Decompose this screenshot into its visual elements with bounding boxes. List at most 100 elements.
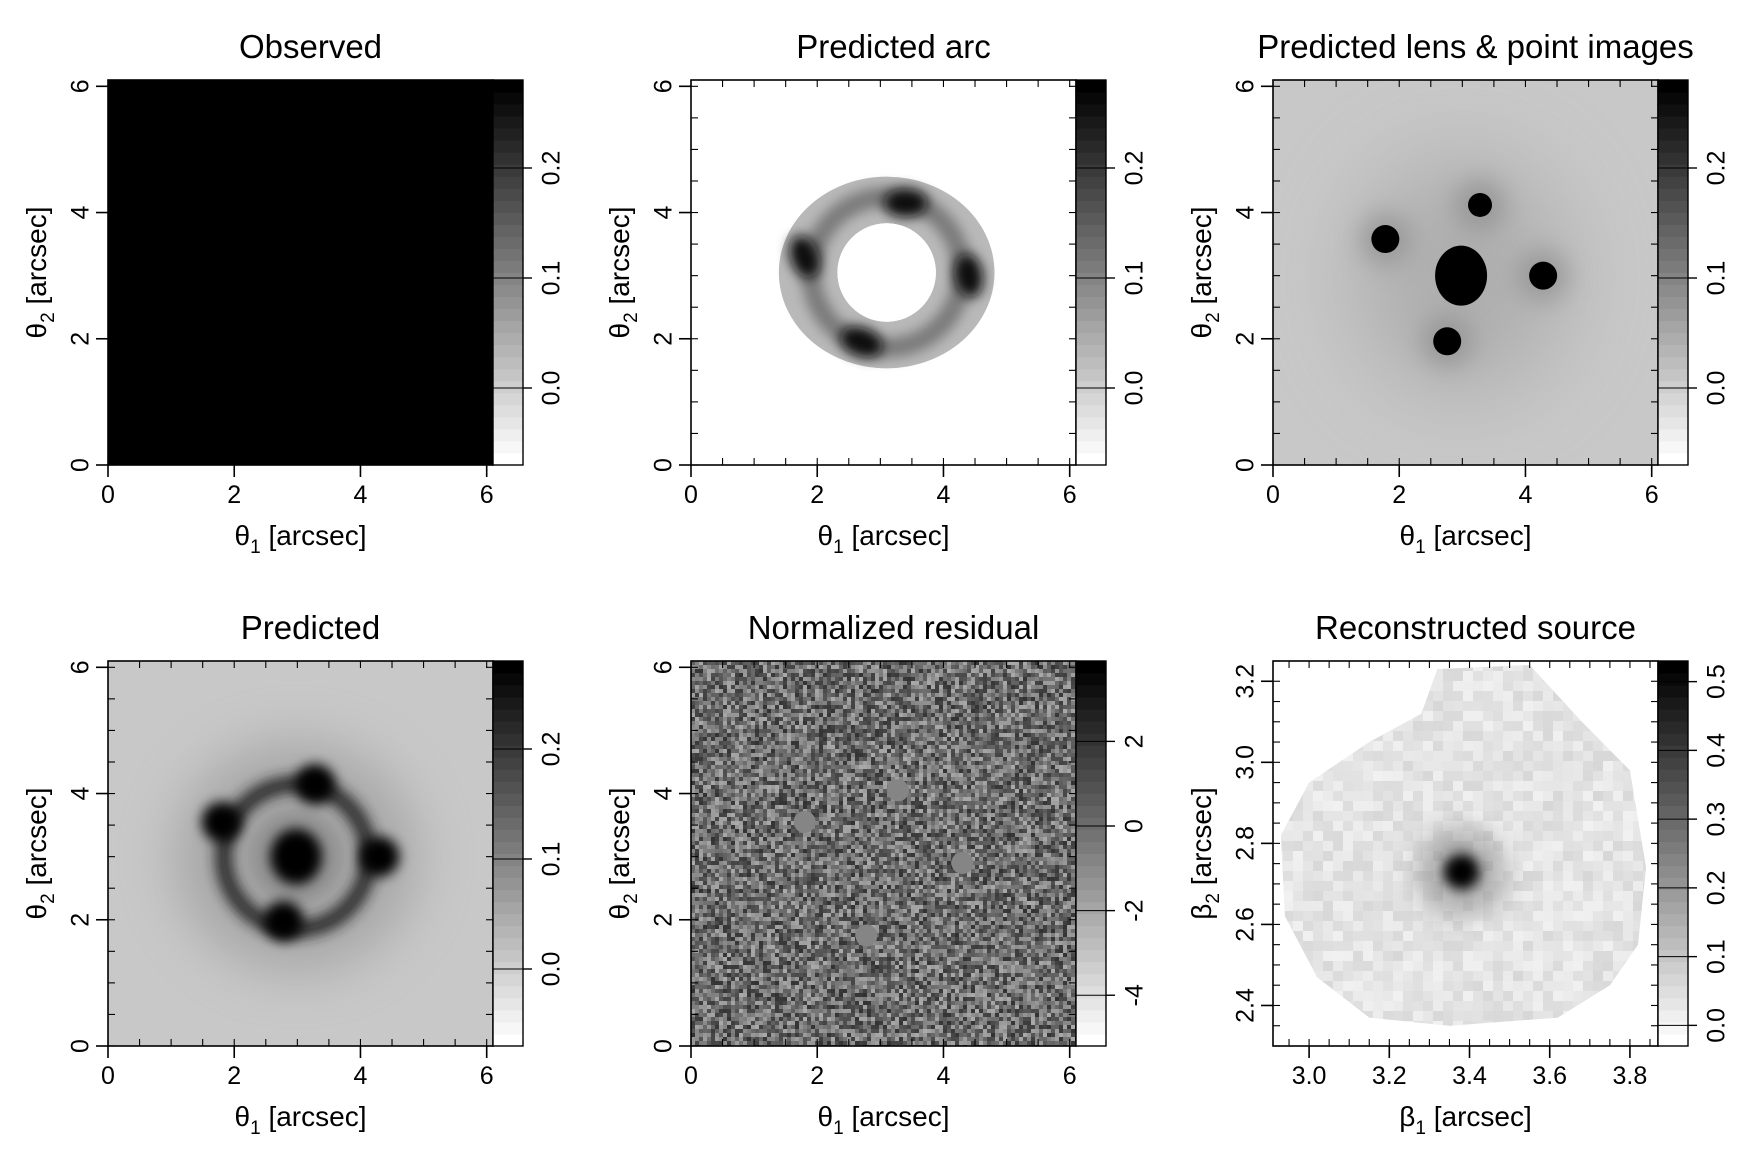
x-tick-label: 3.2	[1372, 1062, 1407, 1090]
colorbar-tick-label: -2	[1121, 899, 1149, 921]
colorbar-tick-label: 0.3	[1703, 802, 1731, 837]
arc-hole	[837, 223, 936, 322]
y-axis-label: θ2 [arcsec]	[21, 207, 59, 339]
colorbar-tick-label: 0.5	[1703, 664, 1731, 699]
colorbar-tick-label: 0.1	[1703, 261, 1731, 296]
point-image-4	[263, 901, 304, 942]
y-axis-label: θ2 [arcsec]	[604, 788, 642, 920]
colorbar-tick-label: 0.2	[538, 151, 566, 186]
x-tick-label: 2	[1392, 481, 1406, 509]
x-tick-label: 2	[227, 481, 241, 509]
x-tick-label: 0	[684, 1062, 698, 1090]
x-tick-label: 4	[354, 1062, 368, 1090]
heatmap-image	[691, 661, 1076, 1046]
masked-point-3	[951, 851, 974, 874]
heatmap-image	[1273, 80, 1658, 465]
point-image-2	[295, 764, 336, 805]
x-tick-label: 4	[937, 481, 951, 509]
point-image-3	[1529, 261, 1558, 290]
x-tick-label: 6	[480, 1062, 494, 1090]
colorbar: 0.0 0.1 0.2	[1657, 79, 1731, 466]
y-tick-label: 0	[650, 1039, 678, 1053]
colorbar-tick-label: 0.2	[1121, 151, 1149, 186]
colorbar-tick-label: 0	[1121, 819, 1149, 833]
colorbar-tick-label: 0.1	[538, 261, 566, 296]
y-tick-label: 0	[67, 1039, 95, 1053]
y-tick-label: 3.0	[1232, 745, 1260, 780]
y-tick-label: 2	[650, 332, 678, 346]
axes: 0 2 4 6 0 2 4 6	[67, 660, 494, 1090]
y-tick-label: 2	[67, 332, 95, 346]
y-tick-label: 4	[67, 786, 95, 800]
y-tick-label: 3.2	[1232, 664, 1260, 699]
colorbar-tick-label: 0.0	[538, 371, 566, 406]
heatmap-image	[108, 80, 493, 465]
colorbar-tick-label: 0.2	[1703, 151, 1731, 186]
x-tick-label: 6	[1063, 481, 1077, 509]
y-tick-label: 2	[650, 913, 678, 927]
panel-3: 0.0 0.1 0.2 0 2 4 6 0 2 4 6 Predicted lens & point …	[1186, 28, 1731, 558]
y-axis-label: θ2 [arcsec]	[21, 788, 59, 920]
panel-title: Normalized residual	[748, 609, 1040, 646]
x-tick-label: 3.4	[1452, 1062, 1487, 1090]
panel-title: Predicted arc	[796, 28, 990, 65]
x-tick-label: 4	[1519, 481, 1533, 509]
panel-4: 0.0 0.1 0.2 0 2 4 6 0 2 4 6 Predicted θ1 [arcsec] θ2 …	[21, 609, 566, 1139]
y-tick-label: 2.4	[1232, 988, 1260, 1023]
colorbar: 0.0 0.1 0.2 0.3 0.4 0.5	[1657, 660, 1731, 1047]
y-tick-label: 4	[650, 205, 678, 219]
panel-title: Reconstructed source	[1315, 609, 1636, 646]
y-tick-label: 6	[67, 660, 95, 674]
point-image-2	[1468, 192, 1493, 217]
heatmap-image	[1273, 661, 1658, 1046]
lens-galaxy	[270, 828, 323, 885]
panel-title: Predicted	[241, 609, 380, 646]
x-tick-label: 2	[810, 481, 824, 509]
point-image-4	[1433, 327, 1462, 356]
panel-5: -4 -2 0 2 0 2 4 6 0 2 4 6 Normalized residual θ1 [arc…	[604, 609, 1149, 1139]
x-tick-label: 3.6	[1532, 1062, 1567, 1090]
colorbar-tick-label: 0.1	[1703, 939, 1731, 974]
x-tick-label: 0	[101, 1062, 115, 1090]
y-tick-label: 6	[650, 79, 678, 93]
x-tick-label: 0	[1266, 481, 1280, 509]
x-axis-label: θ1 [arcsec]	[235, 520, 367, 558]
colorbar-tick-label: -4	[1121, 984, 1149, 1006]
y-tick-label: 6	[67, 79, 95, 93]
colorbar-tick-label: 2	[1121, 734, 1149, 748]
y-tick-label: 2.8	[1232, 826, 1260, 861]
x-tick-label: 2	[810, 1062, 824, 1090]
colorbar-tick-label: 0.0	[1703, 371, 1731, 406]
bright-arc-3	[954, 253, 984, 298]
x-tick-label: 6	[1063, 1062, 1077, 1090]
y-tick-label: 4	[67, 205, 95, 219]
x-tick-label: 3.8	[1613, 1062, 1648, 1090]
x-axis-label: β1 [arcsec]	[1399, 1101, 1532, 1139]
y-tick-label: 4	[650, 786, 678, 800]
colorbar: 0.0 0.1 0.2	[1075, 79, 1149, 466]
colorbar-tick-label: 0.0	[1121, 371, 1149, 406]
y-tick-label: 2	[67, 913, 95, 927]
x-tick-label: 6	[480, 481, 494, 509]
y-tick-label: 0	[650, 458, 678, 472]
y-tick-label: 2.6	[1232, 907, 1260, 942]
heatmap-image	[691, 80, 1076, 465]
panel-6: 0.0 0.1 0.2 0.3 0.4 0.5 3.0 3.2 3.4 3.6 3.8 2.4 2.6 2…	[1186, 609, 1731, 1139]
y-tick-label: 4	[1232, 205, 1260, 219]
colorbar: -4 -2 0 2	[1075, 660, 1149, 1047]
point-image-3	[359, 836, 400, 877]
x-tick-label: 0	[101, 481, 115, 509]
colorbar: 0.0 0.1 0.2	[492, 79, 566, 466]
x-axis-label: θ1 [arcsec]	[1400, 520, 1532, 558]
lens-galaxy	[1435, 245, 1488, 306]
axes: 0 2 4 6 0 2 4 6	[1232, 79, 1659, 509]
axes: 3.0 3.2 3.4 3.6 3.8 2.4 2.6 2.8 3.0 3.2	[1232, 660, 1658, 1090]
panel-title: Predicted lens & point images	[1257, 28, 1694, 65]
x-axis-label: θ1 [arcsec]	[818, 520, 950, 558]
point-image-1	[1371, 225, 1400, 254]
colorbar-tick-label: 0.1	[538, 842, 566, 877]
masked-point-1	[793, 810, 816, 833]
axes: 0 2 4 6 0 2 4 6	[650, 660, 1077, 1090]
y-axis-label: θ2 [arcsec]	[604, 207, 642, 339]
